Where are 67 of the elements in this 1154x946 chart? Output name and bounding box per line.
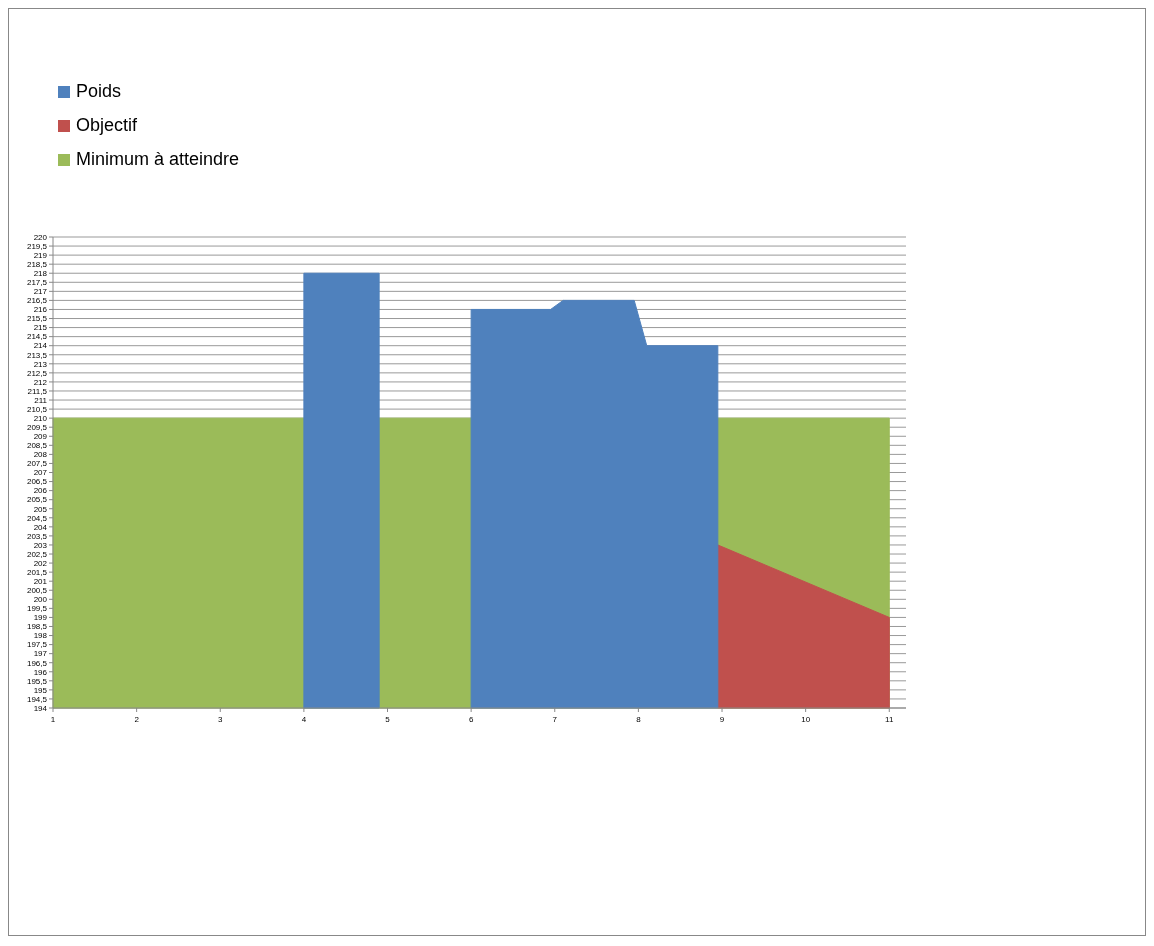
y-tick-label: 217,5 (26, 278, 48, 288)
x-tick-label: 5 (385, 715, 391, 724)
y-tick-label: 215,5 (26, 314, 48, 324)
y-tick-label: 207,5 (26, 459, 48, 469)
y-tick-label: 219,5 (26, 241, 48, 251)
y-tick-label: 202 (33, 558, 48, 568)
y-tick-label: 204,5 (26, 513, 48, 523)
y-tick-label: 212 (33, 377, 48, 387)
y-tick-label: 215 (33, 323, 48, 333)
y-tick-label: 198,5 (26, 622, 48, 632)
legend-label: Poids (76, 81, 122, 101)
x-tick-label: 10 (801, 715, 811, 724)
y-tick-label: 196 (33, 667, 48, 677)
y-tick-label: 219 (33, 250, 48, 260)
y-tick-label: 202,5 (26, 549, 48, 559)
y-tick-label: 205,5 (26, 495, 48, 505)
x-tick-label: 11 (885, 715, 894, 724)
y-tick-label: 209,5 (26, 423, 48, 433)
y-tick-label: 211 (34, 395, 48, 405)
y-tick-label: 211,5 (27, 386, 48, 396)
y-tick-label: 201 (33, 576, 48, 586)
y-tick-label: 203,5 (26, 531, 48, 541)
y-tick-label: 218,5 (26, 259, 48, 269)
y-tick-label: 194,5 (26, 694, 48, 704)
x-tick-label: 9 (719, 715, 725, 724)
x-tick-label: 3 (218, 715, 224, 724)
x-tick-label: 4 (301, 715, 307, 724)
y-tick-label: 204 (33, 522, 48, 532)
y-tick-label: 195 (33, 685, 48, 695)
y-tick-label: 199 (33, 613, 48, 623)
y-tick-label: 197,5 (26, 640, 48, 650)
y-tick-label: 206 (33, 486, 48, 496)
legend-label: Minimum à atteindre (76, 149, 240, 169)
y-tick-label: 210 (33, 413, 48, 423)
y-tick-label: 216,5 (26, 296, 48, 306)
y-tick-label: 216 (33, 305, 48, 315)
y-tick-label: 198 (33, 631, 48, 641)
y-tick-label: 205 (33, 504, 48, 514)
y-tick-label: 210,5 (26, 404, 48, 414)
x-tick-label: 1 (50, 715, 56, 724)
y-tick-label: 195,5 (26, 676, 48, 686)
y-tick-label: 199,5 (26, 604, 48, 614)
legend-label: Objectif (76, 115, 139, 135)
y-tick-label: 207 (33, 468, 48, 478)
y-tick-label: 209 (33, 432, 48, 442)
y-tick-label: 217 (33, 287, 48, 297)
y-tick-label: 213,5 (26, 350, 48, 360)
y-tick-label: 197 (33, 649, 48, 659)
y-tick-label: 200 (33, 595, 48, 605)
y-tick-label: 208,5 (26, 441, 48, 451)
y-tick-label: 203 (33, 540, 48, 550)
x-tick-label: 8 (636, 715, 642, 724)
y-tick-label: 200,5 (26, 586, 48, 596)
y-tick-label: 214,5 (26, 332, 48, 342)
y-tick-label: 208 (33, 450, 48, 460)
x-tick-label: 7 (552, 715, 558, 724)
y-tick-label: 201,5 (26, 567, 48, 577)
y-tick-label: 220 (33, 232, 48, 242)
y-tick-label: 196,5 (26, 658, 48, 668)
y-tick-label: 206,5 (26, 477, 48, 487)
x-tick-label: 6 (468, 715, 474, 724)
x-tick-label: 2 (134, 715, 140, 724)
y-tick-label: 218 (33, 269, 48, 279)
y-tick-label: 213 (33, 359, 48, 369)
y-tick-label: 214 (33, 341, 48, 351)
y-tick-label: 194 (33, 703, 48, 713)
y-tick-label: 212,5 (26, 368, 48, 378)
